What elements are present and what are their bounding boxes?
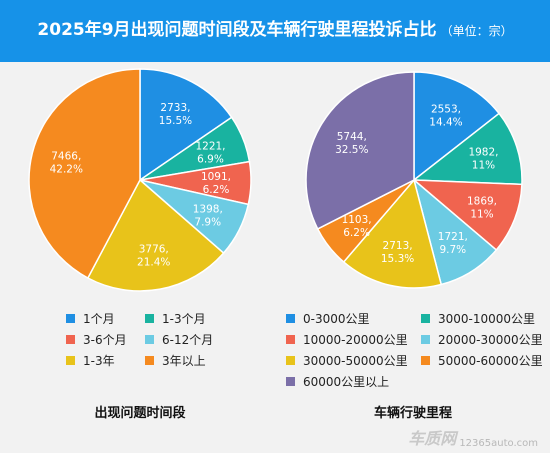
legend-label: 30000-50000公里 (303, 354, 408, 368)
legend-item: 0-3000公里 (286, 310, 370, 327)
slice-data-label: 7466, 42.2% (50, 151, 83, 176)
slice-data-label: 5744, 32.5% (335, 131, 368, 156)
pie-slice (305, 71, 415, 230)
legend-label: 1-3年 (83, 354, 115, 368)
legend-label: 20000-30000公里 (438, 333, 543, 347)
watermark-logo: 车质网 (408, 429, 457, 448)
slice-data-label: 1221, 6.9% (195, 141, 225, 166)
legend-swatch (421, 314, 430, 323)
legend-swatch (286, 356, 295, 365)
slice-data-label: 3776, 21.4% (137, 244, 170, 269)
pie-slice (413, 71, 501, 182)
title-bar: 2025年9月出现问题时间段及车辆行驶里程投诉占比 （单位：宗） (0, 0, 550, 62)
legend-item: 3年以上 (145, 352, 206, 369)
legend-item: 20000-30000公里 (421, 331, 543, 348)
legend-item: 6-12个月 (145, 331, 213, 348)
slice-data-label: 1721, 9.7% (438, 231, 468, 256)
legend-swatch (145, 314, 154, 323)
pie-slice (411, 112, 523, 186)
legend-label: 60000公里以上 (303, 375, 390, 389)
legend-item: 10000-20000公里 (286, 331, 408, 348)
time-period-caption: 出现问题时间段 (94, 406, 186, 421)
legend-label: 50000-60000公里 (438, 354, 543, 368)
legend-item: 1个月 (66, 310, 115, 327)
legend-label: 1-3个月 (162, 312, 206, 326)
legend-swatch (66, 335, 75, 344)
legend-item: 1-3年 (66, 352, 115, 369)
slice-data-label: 2553, 14.4% (429, 103, 462, 128)
legend-label: 0-3000公里 (303, 312, 370, 326)
time-period-pie-chart: 2733, 15.5%1221, 6.9% 1091, 6.2% 1398, 7.9% 377… (28, 68, 252, 292)
legend-swatch (421, 335, 430, 344)
legend-swatch (286, 314, 295, 323)
legend-item: 3000-10000公里 (421, 310, 535, 327)
unit-note: （单位：宗） (440, 24, 513, 38)
chart-area: 2733, 15.5% 1221, 6.9% 1091, 6.2% 1398, 7.9% 377… (0, 62, 550, 453)
legend-swatch (286, 377, 295, 386)
pie-slice (411, 179, 523, 251)
legend-swatch (66, 314, 75, 323)
watermark: 车质网 12365auto.com (408, 425, 538, 449)
legend-item: 60000公里以上 (286, 373, 389, 390)
legend-item: 1-3个月 (145, 310, 206, 327)
slice-data-label: 1091, 6.2% (201, 171, 231, 196)
legend-item: 30000-50000公里 (286, 352, 408, 369)
legend-swatch (286, 335, 295, 344)
legend-label: 10000-20000公里 (303, 333, 408, 347)
watermark-url: 12365auto.com (459, 438, 538, 449)
slice-data-label: 2713, 15.3% (381, 240, 414, 265)
pie-slice (139, 68, 233, 182)
pie-slice (342, 178, 443, 289)
pie-slice (28, 68, 141, 280)
legend-item: 3-6个月 (66, 331, 127, 348)
pie-slice (86, 178, 225, 292)
legend-swatch (421, 356, 430, 365)
legend-label: 3000-10000公里 (438, 312, 536, 326)
legend-label: 3年以上 (162, 354, 206, 368)
chart-title-text: 2025年9月出现问题时间段及车辆行驶里程投诉占比 (37, 20, 437, 40)
legend-label: 6-12个月 (162, 333, 214, 347)
mileage-pie-chart: 2553, 14.4%1982, 11% 1869, 11% 1721, 9.7% 2713,… (305, 71, 523, 289)
legend-swatch (145, 335, 154, 344)
slice-data-label: 1398, 7.9% (193, 203, 223, 228)
legend-swatch (145, 356, 154, 365)
mileage-caption: 车辆行驶里程 (373, 406, 452, 421)
slice-data-label: 1869, 11% (467, 196, 497, 221)
slice-data-label: 2733, 15.5% (159, 102, 192, 127)
legend-swatch (66, 356, 75, 365)
chart-title: 2025年9月出现问题时间段及车辆行驶里程投诉占比 （单位：宗） (0, 15, 550, 40)
slice-data-label: 1982, 11% (468, 147, 498, 172)
legend-label: 3-6个月 (83, 333, 127, 347)
slice-data-label: 1103, 6.2% (342, 214, 372, 239)
legend-label: 1个月 (83, 312, 115, 326)
legend-item: 50000-60000公里 (421, 352, 543, 369)
